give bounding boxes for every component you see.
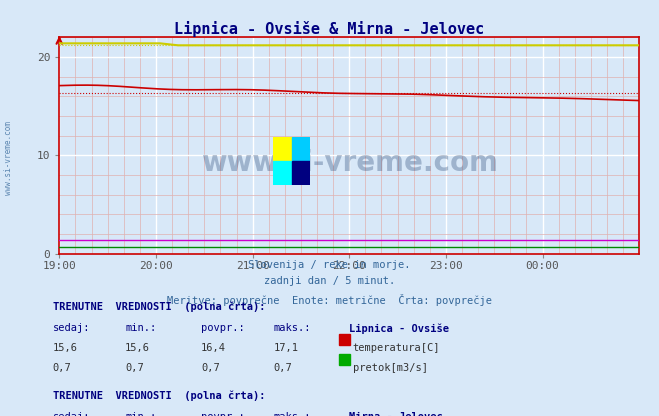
Text: Lipnica - Ovsiše: Lipnica - Ovsiše: [349, 323, 449, 334]
Text: temperatura[C]: temperatura[C]: [353, 343, 440, 353]
Text: Mirna - Jelovec: Mirna - Jelovec: [349, 412, 443, 416]
Text: povpr.:: povpr.:: [201, 412, 244, 416]
Text: maks.:: maks.:: [273, 323, 311, 333]
Text: Slovenija / reke in morje.
zadnji dan / 5 minut.
Meritve: povprečne  Enote: metr: Slovenija / reke in morje. zadnji dan / …: [167, 260, 492, 307]
Text: 16,4: 16,4: [201, 343, 226, 353]
Text: min.:: min.:: [125, 323, 156, 333]
Text: 0,7: 0,7: [273, 363, 292, 373]
Bar: [291, 161, 310, 185]
Text: 17,1: 17,1: [273, 343, 299, 353]
Text: min.:: min.:: [125, 412, 156, 416]
Text: www.si-vreme.com: www.si-vreme.com: [201, 149, 498, 177]
Text: www.si-vreme.com: www.si-vreme.com: [4, 121, 13, 195]
Bar: [273, 137, 291, 161]
Text: 0,7: 0,7: [125, 363, 144, 373]
Text: TRENUTNE  VREDNOSTI  (polna črta):: TRENUTNE VREDNOSTI (polna črta):: [53, 302, 265, 312]
Text: povpr.:: povpr.:: [201, 323, 244, 333]
Bar: [273, 161, 291, 185]
Text: 15,6: 15,6: [125, 343, 150, 353]
Text: maks.:: maks.:: [273, 412, 311, 416]
Text: 15,6: 15,6: [53, 343, 78, 353]
Text: 0,7: 0,7: [53, 363, 71, 373]
Text: 0,7: 0,7: [201, 363, 219, 373]
Text: sedaj:: sedaj:: [53, 323, 90, 333]
Text: sedaj:: sedaj:: [53, 412, 90, 416]
Text: Lipnica - Ovsiše & Mirna - Jelovec: Lipnica - Ovsiše & Mirna - Jelovec: [175, 21, 484, 37]
Text: pretok[m3/s]: pretok[m3/s]: [353, 363, 428, 373]
Text: TRENUTNE  VREDNOSTI  (polna črta):: TRENUTNE VREDNOSTI (polna črta):: [53, 390, 265, 401]
Bar: [291, 137, 310, 161]
